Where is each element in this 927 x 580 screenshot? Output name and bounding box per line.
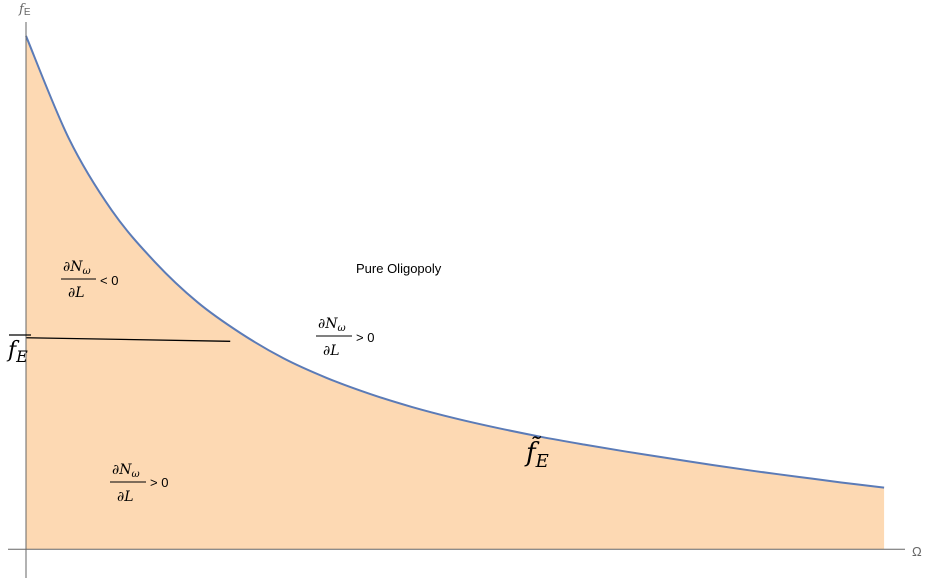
pure-oligopoly-label: Pure Oligopoly: [356, 261, 442, 276]
derivative-denominator: ∂L: [68, 285, 85, 301]
derivative-denominator: ∂L: [323, 343, 340, 359]
threshold-line: [25, 337, 231, 342]
derivative-numerator: ∂Nω: [318, 316, 346, 334]
x-axis-label: Ω: [912, 544, 922, 559]
threshold-label-sub: E: [15, 347, 28, 366]
region-fill: [26, 35, 885, 550]
derivative-denominator: ∂L: [117, 489, 134, 505]
derivative-relation: > 0: [356, 330, 374, 345]
derivative-numerator: ∂Nω: [112, 462, 140, 480]
derivative-label-upper-right: ∂Nω ∂L > 0: [316, 316, 374, 359]
derivative-label-upper-left: ∂Nω ∂L < 0: [61, 259, 118, 301]
curve-line: [25, 35, 885, 489]
y-axis-label: fE: [18, 2, 31, 18]
derivative-numerator: ∂Nω: [63, 259, 91, 277]
threshold-label: fE: [6, 338, 28, 366]
derivative-relation: > 0: [150, 475, 168, 490]
derivative-label-lower-left: ∂Nω ∂L > 0: [110, 462, 168, 505]
derivative-relation: < 0: [100, 273, 118, 288]
